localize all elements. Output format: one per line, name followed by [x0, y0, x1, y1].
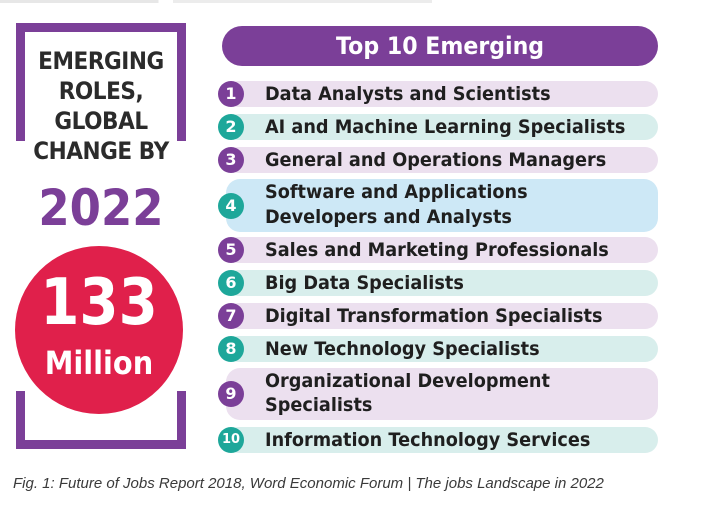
- heading-line: GLOBAL: [54, 107, 148, 135]
- stat-number: 133: [40, 266, 158, 340]
- stat-circle: 133 Million: [15, 246, 183, 414]
- list-item-label: Big Data Specialists: [265, 272, 464, 294]
- list-item: 1 Data Analysts and Scientists: [218, 81, 658, 107]
- list-item: 10 Information Technology Services: [218, 427, 658, 453]
- list-item-bar: [226, 270, 658, 296]
- year-label: 2022: [38, 179, 164, 237]
- number-badge: 4: [218, 193, 244, 219]
- list-item: 5 Sales and Marketing Professionals: [218, 237, 658, 263]
- list-item: 2 AI and Machine Learning Specialists: [218, 114, 658, 140]
- heading-line: CHANGE BY: [33, 137, 169, 165]
- list-item-label: General and Operations Managers: [265, 149, 607, 171]
- list-item-label: Data Analysts and Scientists: [265, 83, 551, 105]
- list-item-bar: [226, 179, 658, 232]
- list-item: 4 Software and Applications Developers a…: [218, 179, 658, 232]
- number-badge: 8: [218, 336, 244, 362]
- heading-line: EMERGING: [38, 47, 164, 75]
- list-item: 3 General and Operations Managers: [218, 147, 658, 173]
- number-badge: 1: [218, 81, 244, 107]
- list-item-label-line: Organizational Development: [265, 370, 550, 392]
- list-item-bar: [226, 427, 658, 453]
- list-item: 7 Digital Transformation Specialists: [218, 303, 658, 329]
- stat-unit: Million: [44, 344, 154, 382]
- number-badge: 3: [218, 147, 244, 173]
- list-item-bar: [226, 81, 658, 107]
- list-title: Top 10 Emerging: [335, 32, 545, 60]
- number-badge: 10: [218, 427, 244, 453]
- list-item-label-line: Specialists: [265, 394, 373, 416]
- cropped-top-text: [0, 0, 720, 3]
- list-item-label-line: Software and Applications: [265, 181, 528, 203]
- list-item-bar: [226, 336, 658, 362]
- list-item-label: Information Technology Services: [265, 429, 591, 451]
- heading-line: ROLES,: [58, 77, 144, 105]
- number-badge: 5: [218, 237, 244, 263]
- left-heading: EMERGING ROLES, GLOBAL CHANGE BY: [25, 46, 178, 166]
- list-item-label: AI and Machine Learning Specialists: [265, 116, 626, 138]
- list-item-bar: [226, 368, 658, 420]
- figure-caption: Fig. 1: Future of Jobs Report 2018, Word…: [13, 475, 604, 492]
- list-item-label-line: Developers and Analysts: [265, 206, 512, 228]
- list-item: 9 Organizational Development Specialists: [218, 368, 658, 420]
- number-badge: 9: [218, 381, 244, 407]
- list-item-bar: [226, 237, 658, 263]
- list-title-banner: Top 10 Emerging: [222, 26, 658, 66]
- number-badge: 2: [218, 114, 244, 140]
- left-bracket-frame: [16, 23, 186, 449]
- list-item-label: New Technology Specialists: [265, 338, 540, 360]
- list-item-label: Sales and Marketing Professionals: [265, 239, 609, 261]
- list-item: 8 New Technology Specialists: [218, 336, 658, 362]
- list-item-bar: [226, 303, 658, 329]
- number-badge: 6: [218, 270, 244, 296]
- list-item-bar: [226, 114, 658, 140]
- list-item: 6 Big Data Specialists: [218, 270, 658, 296]
- list-item-label: Digital Transformation Specialists: [265, 305, 603, 327]
- number-badge: 7: [218, 303, 244, 329]
- list-item-bar: [226, 147, 658, 173]
